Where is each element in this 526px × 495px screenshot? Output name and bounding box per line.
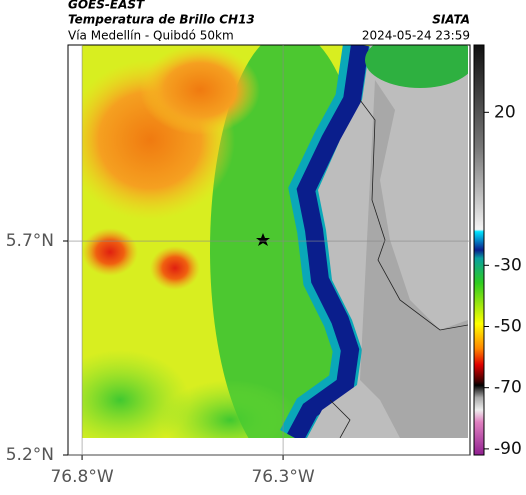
colorbar-label: -50 (494, 316, 522, 336)
timestamp: 2024-05-24 23:59 (362, 29, 470, 43)
colorbar-label: 20 (494, 102, 516, 122)
colorbar-label: -90 (494, 439, 522, 459)
x-tick-label: 76.3°W (251, 467, 314, 487)
route: Vía Medellín - Quibdó 50km (68, 29, 234, 43)
y-tick-label: 5.2°N (6, 445, 54, 465)
colorbar-label: -30 (494, 255, 522, 275)
colorbar (473, 44, 485, 456)
location-marker (256, 233, 270, 246)
source: SIATA (432, 13, 470, 27)
colorbar-label: -70 (494, 378, 522, 398)
title: GOES-EAST (68, 0, 145, 12)
subtitle: Temperatura de Brillo CH13 (68, 13, 255, 27)
x-tick-label: 76.8°W (50, 467, 113, 487)
satellite-image (82, 45, 468, 438)
y-tick-label: 5.7°N (6, 231, 54, 251)
